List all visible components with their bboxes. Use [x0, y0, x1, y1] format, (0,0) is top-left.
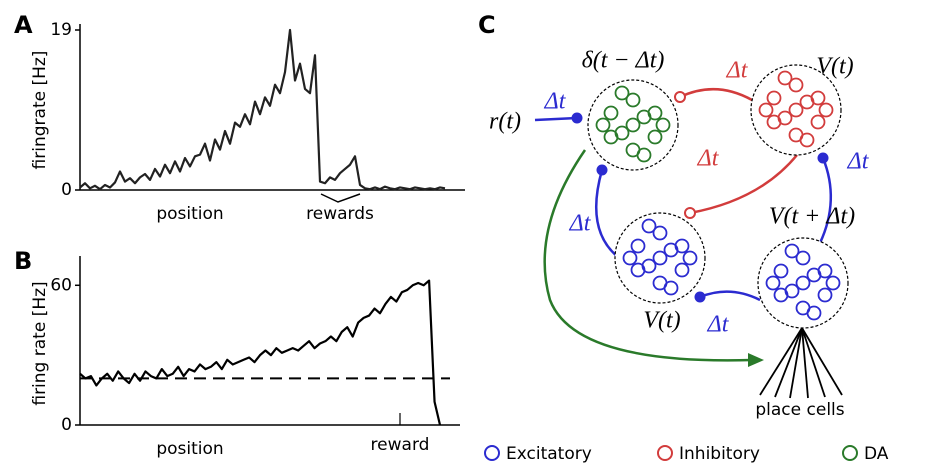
cell: [641, 218, 657, 234]
cell: [777, 110, 793, 126]
cell: [795, 275, 811, 291]
edge: [818, 157, 832, 244]
node: [750, 64, 842, 156]
cell: [682, 250, 698, 266]
y-tick-label: 19: [50, 20, 72, 40]
place-cell-fibers: [759, 327, 843, 399]
node: [757, 237, 849, 329]
node: [587, 79, 679, 171]
output-label: place cells: [755, 400, 844, 420]
cell: [641, 258, 657, 274]
edge: [543, 149, 753, 362]
cell: [630, 238, 646, 254]
diagram: [534, 64, 849, 399]
cell: [784, 283, 800, 299]
cell: [765, 275, 781, 291]
node-label: V(t + Δt): [769, 204, 855, 230]
node-label: δ(t − Δt): [582, 48, 665, 74]
cell: [810, 114, 826, 130]
x-axis-label: position: [156, 204, 223, 224]
node-label: V(t): [643, 308, 680, 334]
panel-label: A: [14, 11, 33, 39]
cell: [663, 242, 679, 258]
annotation: reward: [371, 435, 430, 455]
delay-label: Δt: [569, 211, 592, 237]
edge-end: [596, 164, 608, 176]
edge: [699, 290, 761, 302]
cell: [636, 109, 652, 125]
cell: [614, 85, 630, 101]
edge: [595, 169, 619, 258]
y-tick-label: 60: [50, 275, 72, 295]
edge: [679, 87, 753, 102]
cell: [625, 117, 641, 133]
delay-label: Δt: [726, 58, 749, 84]
cell: [817, 287, 833, 303]
node: [614, 212, 706, 304]
cell: [595, 117, 611, 133]
cell: [663, 280, 679, 296]
legend: Excitatory Inhibitory DA: [484, 444, 889, 464]
cell: [622, 250, 638, 266]
cell: [655, 117, 671, 133]
delay-label: Δt: [697, 146, 720, 172]
input-label: r(t): [489, 109, 521, 135]
y-tick-label: 0: [61, 180, 72, 200]
legend-entry: Inhibitory: [679, 444, 760, 464]
cell: [674, 262, 690, 278]
cell: [614, 125, 630, 141]
edge-end: [674, 91, 686, 103]
cell: [799, 132, 815, 148]
cell: [825, 275, 841, 291]
data-line: [79, 279, 442, 426]
cell: [777, 70, 793, 86]
annotation: rewards: [306, 204, 374, 224]
cell: [625, 92, 641, 108]
panel-label: B: [14, 247, 32, 275]
legend-entry: Excitatory: [506, 444, 592, 464]
panel-label: C: [478, 11, 496, 39]
data-line: [79, 28, 446, 191]
y-axis-label: firing rate [Hz]: [30, 281, 50, 405]
cell: [788, 77, 804, 93]
legend-entry: DA: [864, 444, 889, 464]
node-label: V(t): [816, 54, 853, 80]
edge-end: [684, 207, 696, 219]
delay-label: Δt: [544, 89, 567, 115]
arrowhead: [748, 353, 764, 367]
cell: [799, 94, 815, 110]
y-axis-label: firingrate [Hz]: [30, 51, 50, 170]
cell: [784, 243, 800, 259]
x-axis-label: position: [156, 439, 223, 459]
cell: [636, 147, 652, 163]
cell: [788, 102, 804, 118]
edge-end: [694, 291, 706, 303]
cell: [795, 250, 811, 266]
edge: [534, 116, 578, 122]
cell: [758, 102, 774, 118]
edge-end: [571, 112, 583, 124]
cell: [652, 225, 668, 241]
edge-end: [817, 152, 829, 164]
edge: [689, 154, 798, 215]
cell: [603, 105, 619, 121]
delay-label: Δt: [847, 149, 870, 175]
cell: [766, 90, 782, 106]
cell: [647, 129, 663, 145]
cell: [806, 267, 822, 283]
delay-label: Δt: [707, 312, 730, 338]
y-tick-label: 0: [61, 415, 72, 435]
cell: [818, 102, 834, 118]
cell: [806, 305, 822, 321]
cell: [773, 263, 789, 279]
cell: [652, 250, 668, 266]
annotation-bracket: [320, 193, 361, 203]
